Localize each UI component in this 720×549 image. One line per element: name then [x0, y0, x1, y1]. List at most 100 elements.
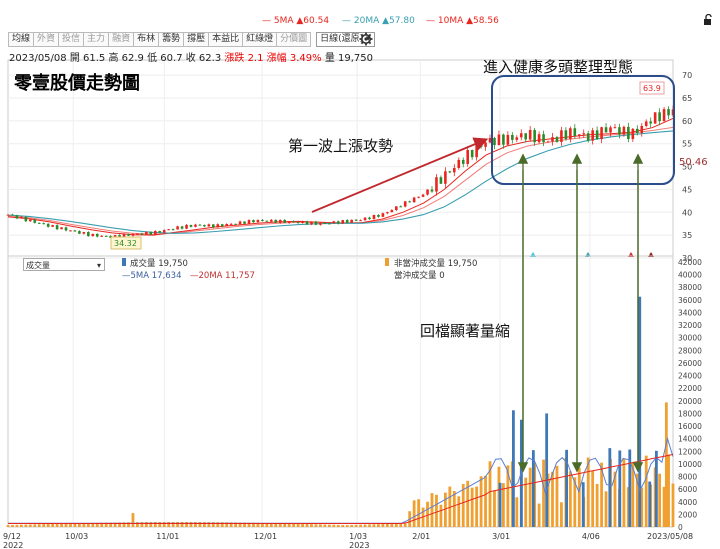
volume-bar-blue — [618, 450, 622, 527]
toolbar-button-2[interactable]: 投信 — [58, 32, 85, 47]
volume-tick-label: 20000 — [678, 397, 702, 406]
candle-body — [354, 219, 358, 221]
candle-body — [394, 206, 398, 211]
candle-body — [73, 230, 77, 232]
volume-bar — [46, 523, 50, 527]
volume-bar — [452, 490, 456, 527]
volume-tick-label: 18000 — [678, 409, 702, 418]
volume-bar — [73, 523, 77, 527]
toolbar-button-10[interactable]: 分價圖 — [276, 32, 312, 47]
quote-volume: 量 19,750 — [324, 53, 373, 64]
volume-tick-label: 8000 — [678, 473, 697, 482]
volume-bar — [635, 473, 639, 527]
volume-bar — [238, 522, 242, 527]
candle-body — [368, 217, 371, 220]
candle-body — [582, 133, 586, 135]
candle-body — [207, 224, 211, 227]
toolbar-button-6[interactable]: 籌勢 — [158, 32, 185, 47]
volume-bar — [426, 501, 429, 527]
volume-bar — [555, 465, 559, 527]
volume-bar — [323, 524, 327, 527]
candle-body — [502, 134, 505, 145]
volume-bar-blue — [648, 481, 652, 527]
candle-body — [426, 189, 429, 195]
volume-bar — [466, 480, 470, 527]
candle-body — [252, 220, 255, 223]
volume-bar — [403, 523, 407, 527]
volume-spike — [638, 296, 642, 527]
volume-bar — [127, 522, 130, 527]
volume-tick-label: 16000 — [678, 422, 702, 431]
candle-body — [6, 214, 10, 216]
candle-body — [37, 222, 41, 224]
volume-bar — [475, 486, 479, 527]
legend-day: 當沖成交量 0 — [394, 270, 445, 281]
candle-body — [145, 231, 148, 235]
toolbar-button-3[interactable]: 主力 — [83, 32, 110, 47]
toolbar-button-9[interactable]: 紅綠燈 — [242, 32, 278, 47]
candle-body — [618, 127, 621, 135]
candle-body — [551, 137, 554, 142]
toolbar-button-1[interactable]: 外資 — [33, 32, 60, 47]
volume-tick-label: 30000 — [678, 334, 702, 343]
candle-body — [649, 121, 652, 124]
toolbar-button-7[interactable]: 撐壓 — [183, 32, 210, 47]
volume-bar — [359, 524, 362, 527]
candle-body — [42, 223, 46, 225]
candle-body — [238, 221, 242, 225]
volume-bar — [64, 523, 68, 527]
volume-bar — [28, 524, 32, 527]
volume-tick-label: 38000 — [678, 283, 702, 292]
lock-icon[interactable] — [702, 14, 714, 26]
candle-body — [278, 219, 282, 223]
volume-bar — [506, 465, 510, 527]
volume-20ma-line — [8, 453, 674, 524]
candle-body — [524, 133, 528, 140]
volume-bar — [439, 504, 443, 527]
candle-body — [439, 177, 443, 184]
toolbar-button-0[interactable]: 均線 — [8, 32, 35, 47]
volume-bar — [613, 471, 617, 527]
candle-body — [408, 201, 411, 203]
volume-bar — [24, 524, 28, 527]
period-select[interactable]: 日線(還原) ▾ — [316, 32, 375, 47]
candle-body — [533, 130, 536, 143]
candle-body — [381, 213, 385, 217]
candle-body — [493, 138, 496, 146]
volume-bar — [430, 493, 434, 527]
volume-bar — [243, 522, 246, 527]
toolbar-button-5[interactable]: 布林 — [133, 32, 160, 47]
volume-bar-blue — [498, 482, 502, 527]
toolbar-button-8[interactable]: 本益比 — [208, 32, 244, 47]
volume-bar — [524, 477, 528, 527]
volume-tick-label: 32000 — [678, 321, 702, 330]
volume-bar — [296, 523, 300, 527]
volume-bar-blue — [654, 450, 658, 527]
toolbar-button-4[interactable]: 融資 — [108, 32, 135, 47]
candle-body — [319, 222, 322, 225]
volume-bar — [301, 523, 304, 527]
candle-body — [600, 127, 603, 140]
candle-body — [350, 219, 353, 223]
volume-bar — [104, 522, 108, 527]
candle-body — [662, 109, 666, 122]
volume-bar — [274, 523, 278, 527]
volume-bar — [153, 522, 157, 527]
volume-bar — [667, 454, 670, 527]
candle-body — [555, 137, 559, 142]
volume-bar — [100, 522, 104, 527]
candle-body — [256, 219, 260, 223]
price-tick-label: 50 — [682, 163, 692, 172]
candle-body — [542, 134, 545, 143]
quote-high: 高 62.9 — [108, 53, 144, 64]
volume-bar — [640, 487, 644, 527]
consolidation-box — [491, 75, 675, 185]
candle-body — [399, 206, 403, 208]
candle-body — [386, 212, 389, 214]
gear-icon[interactable] — [359, 32, 373, 46]
volume-indicator-select[interactable]: 成交量 ▾ — [23, 258, 105, 271]
volume-bar — [118, 522, 121, 527]
volume-bar — [234, 522, 238, 527]
price-panel: 30 35 40 45 50 55 60 65 70 63.9 34.32 50.46 — [6, 59, 708, 263]
candle-body — [653, 112, 657, 124]
